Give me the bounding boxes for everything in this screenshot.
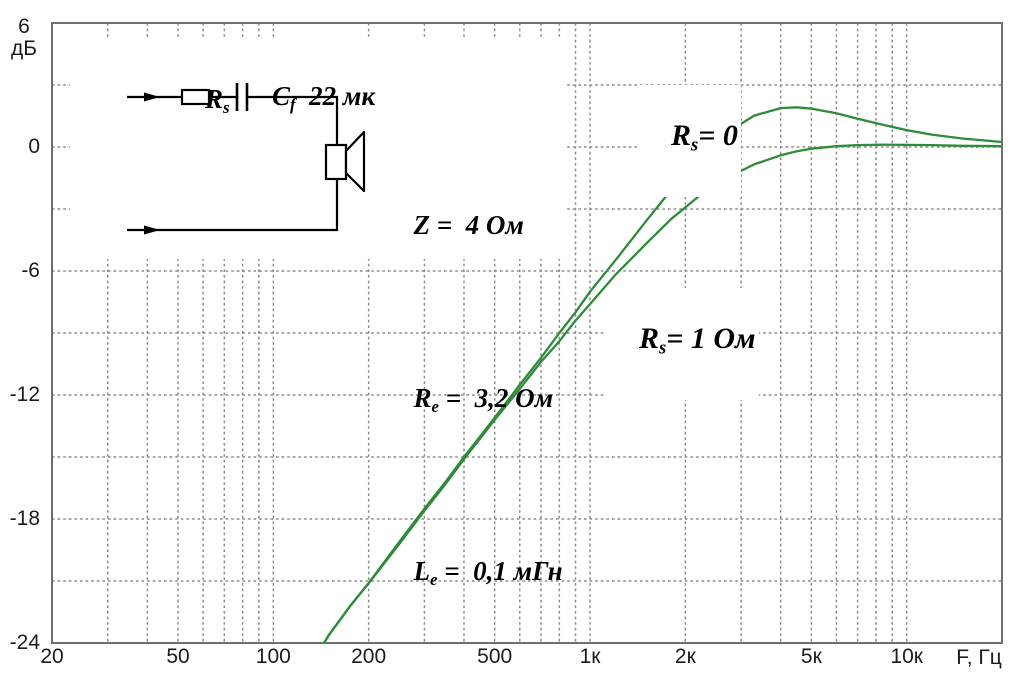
x-tick-label: 100	[255, 645, 291, 668]
speaker-params: Z = 4 Ом Re = 3,2 Ом Le = 0,1 мГн	[373, 110, 563, 687]
capacitor-label-sub: f	[290, 95, 296, 115]
y-tick-label: -12	[9, 383, 40, 406]
param-resistance: Re = 3,2 Ом	[413, 383, 554, 417]
x-tick-label: 50	[166, 645, 190, 668]
curves-layer	[322, 106, 1002, 643]
y-top-tick-label: 6	[18, 15, 30, 38]
plot-frame	[51, 22, 1003, 644]
curve-label-rs0: Rs= 0	[638, 85, 741, 197]
input-arrow-bottom-icon	[144, 225, 160, 235]
response-curve-0	[322, 106, 1002, 643]
speaker-cone-icon	[344, 130, 366, 193]
response-curve-1	[322, 143, 1002, 643]
curve-label-rs1: Rs= 1 Ом	[606, 288, 759, 400]
y-axis-unit-block: 6 дБ	[4, 16, 44, 60]
y-tick-label: -24	[9, 631, 40, 654]
resistor-label-sub: s	[223, 98, 230, 118]
param-impedance: Z = 4 Ом	[413, 210, 524, 240]
x-tick-label: 10к	[890, 645, 923, 668]
input-arrow-top-icon	[144, 92, 160, 102]
resistor-symbol	[180, 88, 211, 106]
y-tick-label: -18	[9, 507, 40, 530]
resistor-label-base: R	[205, 84, 224, 114]
param-inductance: Le = 0,1 мГн	[413, 556, 563, 590]
y-axis-unit: дБ	[10, 37, 38, 60]
x-tick-label: 1к	[579, 645, 601, 668]
inset-background	[70, 37, 565, 259]
capacitor-value: 22 мк	[295, 81, 376, 111]
circuit-inset	[70, 37, 565, 259]
capacitor-label: Cf 22 мк	[245, 53, 375, 148]
speaker-box-icon	[324, 143, 348, 181]
x-tick-label: 200	[351, 645, 387, 668]
capacitor-label-base: C	[272, 81, 291, 111]
x-tick-label: 5к	[800, 645, 822, 668]
x-tick-label: 2к	[674, 645, 696, 668]
x-tick-label: 20	[40, 645, 64, 668]
y-tick-label: -6	[21, 259, 40, 282]
resistor-label: Rs	[178, 56, 230, 151]
x-tick-label: 500	[477, 645, 513, 668]
capacitor-symbol	[235, 83, 249, 111]
y-tick-label: 0	[28, 135, 40, 158]
x-axis-unit: F, Гц	[956, 646, 1002, 669]
